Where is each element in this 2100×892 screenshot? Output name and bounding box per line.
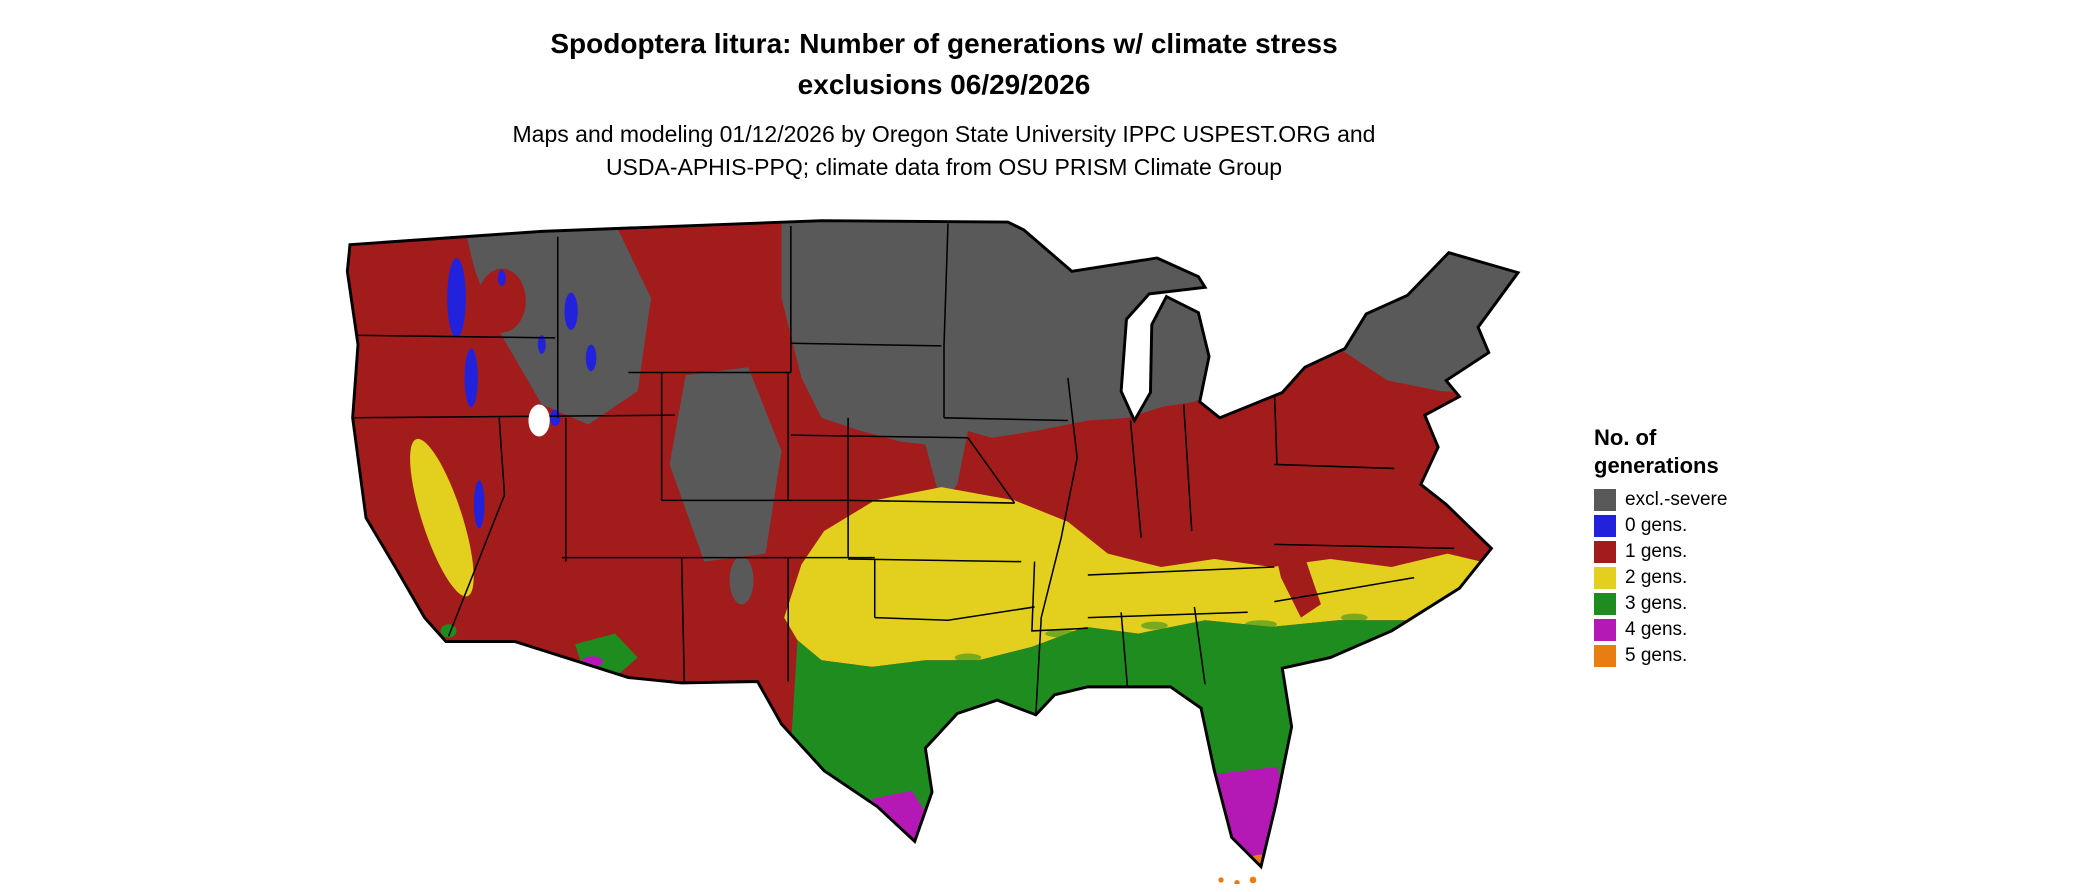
legend-label-3-gens: 3 gens.: [1625, 593, 1688, 614]
legend-title-line-2: generations: [1594, 452, 1719, 478]
continental-us-generations-map: [345, 219, 1521, 886]
legend-row-3-gens: 3 gens.: [1594, 593, 1834, 615]
map-region-0gen-cascades-or: [464, 348, 478, 408]
map-region-0gen-wasatch: [549, 409, 561, 426]
legend-label-2-gens: 2 gens.: [1625, 567, 1688, 588]
legend-swatch-0-gens: [1594, 515, 1616, 537]
legend-swatch-2-gens: [1594, 567, 1616, 589]
map-region-0gen-speck-1: [497, 269, 506, 286]
map-legend: No. of generations excl.-severe 0 gens. …: [1594, 424, 1834, 667]
legend-row-1-gens: 1 gens.: [1594, 541, 1834, 563]
legend-label-1-gens: 1 gens.: [1625, 541, 1688, 562]
legend-swatch-3-gens: [1594, 593, 1616, 615]
map-region-0gen-speck-2: [537, 335, 546, 354]
legend-title: No. of generations: [1594, 424, 1834, 479]
title-line-1: Spodoptera litura: Number of generations…: [550, 28, 1338, 59]
legend-items: excl.-severe 0 gens. 1 gens. 2 gens. 3 g…: [1594, 489, 1834, 667]
map-region-0gen-idaho: [564, 292, 578, 330]
subtitle-line-1: Maps and modeling 01/12/2026 by Oregon S…: [512, 121, 1376, 147]
us-border-outline: [345, 219, 1521, 870]
state-boundaries: [348, 223, 1455, 714]
map-region-0gen-cascades-wa: [447, 257, 466, 338]
legend-row-5-gens: 5 gens.: [1594, 645, 1834, 667]
legend-label-5-gens: 5 gens.: [1625, 645, 1688, 666]
legend-row-4-gens: 4 gens.: [1594, 619, 1834, 641]
map-region-0gen-idaho-south: [585, 344, 597, 372]
map-band-2-gens: [784, 487, 1504, 667]
map-region-0gen-sierra: [473, 480, 485, 529]
legend-title-line-1: No. of: [1594, 425, 1657, 450]
legend-swatch-1-gens: [1594, 541, 1616, 563]
subtitle-line-2: USDA-APHIS-PPQ; climate data from OSU PR…: [605, 154, 1283, 181]
page-title: Spodoptera litura: Number of generations…: [0, 24, 1888, 105]
map-region-5gen-florida-keys: [1218, 876, 1257, 886]
legend-label-4-gens: 4 gens.: [1625, 619, 1688, 640]
map-container: [342, 218, 1554, 886]
legend-row-0-gens: 0 gens.: [1594, 515, 1834, 537]
page-subtitle: Maps and modeling 01/12/2026 by Oregon S…: [0, 118, 1888, 185]
legend-label-0-gens: 0 gens.: [1625, 515, 1688, 536]
legend-row-2-gens: 2 gens.: [1594, 567, 1834, 589]
legend-label-excl-severe: excl.-severe: [1625, 489, 1728, 510]
map-region-1gen-columbia-basin: [477, 268, 526, 333]
legend-row-excl-severe: excl.-severe: [1594, 489, 1834, 511]
title-line-2: exclusions 06/29/2026: [797, 68, 1091, 100]
map-region-excl-central-rockies: [669, 367, 782, 562]
map-region-1gen-appalachians: [1274, 548, 1321, 618]
map-region-excl-nm-mountains: [729, 556, 754, 605]
great-salt-lake: [528, 404, 550, 437]
legend-swatch-excl-severe: [1594, 489, 1616, 511]
legend-swatch-4-gens: [1594, 619, 1616, 641]
legend-swatch-5-gens: [1594, 645, 1616, 667]
map-region-2gen-central-valley: [410, 438, 474, 597]
